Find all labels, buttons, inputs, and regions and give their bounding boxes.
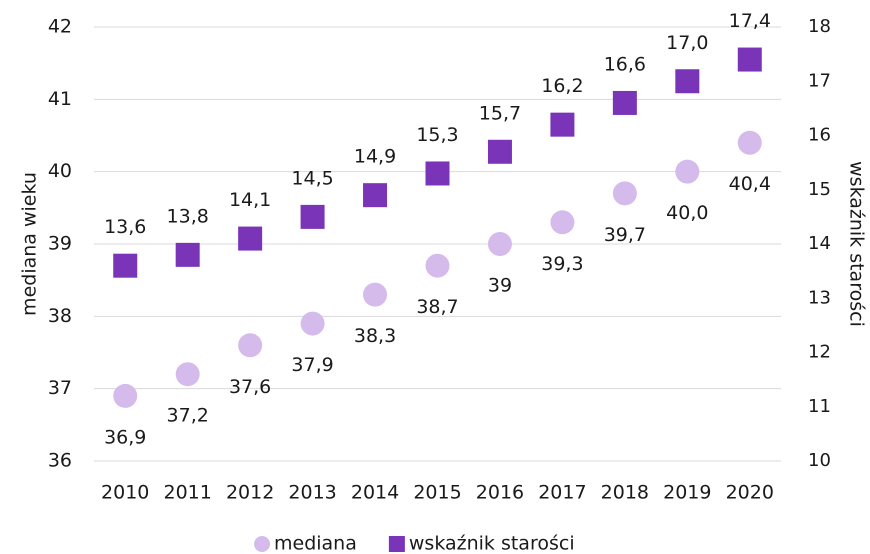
square-marker — [487, 139, 512, 164]
circle-marker — [238, 333, 263, 358]
y2-tick-label: 13 — [808, 287, 831, 308]
y-tick-label: 39 — [48, 233, 72, 255]
x-tick-label: 2016 — [476, 482, 524, 504]
square-marker — [550, 112, 575, 137]
data-label: 38,3 — [354, 325, 396, 347]
y-tick-label: 40 — [48, 160, 72, 182]
data-label: 37,9 — [291, 354, 333, 376]
x-tick-label: 2014 — [351, 482, 399, 504]
square-marker — [612, 90, 637, 115]
data-label: 39,7 — [604, 224, 646, 246]
legend-marker — [388, 536, 405, 552]
x-tick-label: 2019 — [663, 482, 711, 504]
data-label: 16,2 — [541, 75, 583, 97]
y2-axis-title: wskaźnik starości — [846, 161, 868, 327]
square-marker — [238, 226, 263, 251]
data-label: 15,3 — [416, 124, 458, 146]
y-tick-label: 42 — [48, 16, 72, 38]
data-label: 40,0 — [666, 202, 708, 224]
x-tick-label: 2012 — [226, 482, 274, 504]
x-tick-label: 2010 — [101, 482, 149, 504]
data-label: 14,5 — [291, 167, 333, 189]
data-label: 37,2 — [167, 405, 209, 427]
data-label: 38,7 — [416, 296, 458, 318]
y2-tick-label: 17 — [808, 70, 831, 91]
circle-marker — [612, 181, 637, 206]
y-axis-title: mediana wieku — [19, 172, 41, 316]
circle-marker — [550, 210, 575, 235]
square-marker — [175, 242, 200, 267]
legend-marker — [254, 536, 270, 552]
data-label: 17,4 — [729, 10, 771, 32]
data-label: 36,9 — [104, 426, 146, 448]
y2-tick-label: 10 — [808, 450, 831, 471]
data-label: 39 — [488, 275, 512, 297]
circle-marker — [737, 130, 762, 155]
square-marker — [363, 183, 388, 208]
x-tick-label: 2020 — [726, 482, 774, 504]
y2-tick-label: 15 — [808, 179, 831, 200]
square-marker — [675, 69, 700, 94]
data-label: 37,6 — [229, 376, 271, 398]
y2-tick-label: 12 — [808, 342, 831, 363]
y-tick-label: 36 — [48, 450, 72, 472]
data-label: 39,3 — [541, 253, 583, 275]
x-tick-label: 2011 — [164, 482, 212, 504]
data-label: 14,9 — [354, 146, 396, 168]
y2-tick-label: 18 — [808, 16, 831, 37]
circle-marker — [675, 159, 700, 184]
circle-marker — [487, 232, 512, 256]
y-tick-label: 38 — [48, 305, 72, 327]
y2-tick-label: 16 — [808, 125, 831, 146]
y2-tick-label: 14 — [808, 233, 831, 254]
x-tick-label: 2013 — [288, 482, 336, 504]
data-label: 15,7 — [479, 102, 521, 124]
y-tick-label: 41 — [48, 88, 72, 110]
circle-marker — [175, 362, 200, 387]
y-tick-label: 37 — [48, 377, 72, 399]
square-marker — [425, 161, 450, 186]
data-label: 13,6 — [104, 216, 146, 238]
legend-label: mediana — [274, 533, 357, 554]
data-label: 14,1 — [229, 189, 271, 211]
data-label: 16,6 — [604, 53, 646, 75]
data-label: 13,8 — [167, 205, 209, 227]
legend-label: wskaźnik starości — [409, 533, 575, 554]
x-tick-label: 2015 — [413, 482, 461, 504]
data-label: 17,0 — [666, 32, 708, 54]
y2-tick-label: 11 — [808, 396, 831, 417]
circle-marker — [363, 282, 388, 307]
data-label: 40,4 — [729, 173, 771, 195]
x-tick-label: 2017 — [538, 482, 586, 504]
square-marker — [737, 47, 762, 72]
square-marker — [300, 204, 325, 229]
circle-marker — [300, 311, 325, 336]
x-tick-label: 2018 — [601, 482, 649, 504]
circle-marker — [425, 253, 450, 278]
circle-marker — [113, 383, 138, 408]
square-marker — [113, 253, 138, 278]
